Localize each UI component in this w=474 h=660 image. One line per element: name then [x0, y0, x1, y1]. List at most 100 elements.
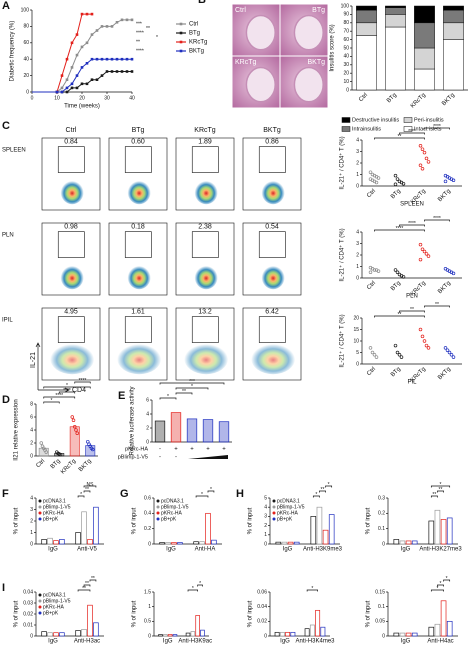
legend-label: Ctrl [189, 22, 198, 28]
bar [159, 542, 165, 545]
y-tick-label: 90 [343, 12, 349, 18]
gate-value: 0.54 [265, 223, 279, 230]
bar [195, 615, 200, 637]
data-point [443, 346, 448, 350]
series-marker [110, 25, 114, 28]
y-tick-label: 20 [343, 71, 349, 77]
bar-segment [385, 26, 406, 91]
dose-wedge [188, 455, 228, 459]
data-point [418, 327, 423, 332]
legend-marker [38, 517, 42, 521]
series-marker [120, 18, 124, 22]
bar [279, 631, 285, 637]
row-mark: + [206, 447, 210, 453]
y-tick-label: 3 [30, 507, 33, 513]
legend-marker [38, 605, 42, 609]
x-tick-label: Anti-H3K9ac [178, 639, 212, 645]
y-tick-label: 15 [353, 327, 359, 333]
data-point [424, 252, 429, 256]
gate-value: 0.86 [265, 138, 279, 145]
series-marker [70, 86, 74, 90]
y-tick-label: 3 [356, 241, 359, 247]
y-tick-label: 10 [343, 79, 349, 85]
bar [59, 539, 65, 545]
bar [309, 624, 315, 637]
sig-label: ** [91, 576, 95, 582]
series-marker [105, 25, 109, 28]
data-point [70, 415, 75, 419]
data-point [72, 425, 77, 429]
series-marker [80, 82, 84, 86]
sig-label: * [210, 487, 212, 493]
bar [167, 634, 173, 637]
legend-marker [156, 505, 160, 509]
series-line [32, 13, 92, 93]
x-tick-label: Anti-HA [195, 547, 216, 553]
y-tick-label: 4 [30, 495, 33, 501]
tile-label: Ctrl [235, 7, 246, 14]
sig-label: ** [435, 302, 439, 308]
y-tick-label: 40 [23, 57, 29, 63]
x-tick-label: 40 [129, 95, 135, 101]
series-marker [85, 62, 89, 65]
y-axis-label: % of input [366, 507, 372, 534]
series-marker [65, 86, 69, 90]
legend-label: pKRc-HA [277, 510, 299, 516]
axis-arrow [35, 342, 70, 393]
y-tick-label: 5 [264, 495, 267, 501]
sig-label: * [66, 383, 68, 389]
y-tick-label: 0.4 [144, 511, 151, 517]
y-tick-label: 2 [30, 440, 33, 446]
series-marker [55, 90, 59, 94]
sig-bracket [437, 490, 444, 493]
cell-cloud [60, 264, 84, 290]
x-tick-label: Ctrl [366, 366, 377, 377]
bar [53, 632, 59, 637]
legend-label: pB+pK [43, 610, 59, 616]
x-tick-label: BKTg [78, 458, 93, 473]
legend-label: pB+pK [43, 516, 59, 522]
sig-bracket [430, 589, 444, 592]
legend-label: pB+pK [277, 516, 293, 522]
x-axis-label: PIL [407, 380, 417, 386]
y-tick-label: 0.3 [378, 495, 385, 501]
sig-label: **** [396, 226, 404, 232]
gate [258, 316, 286, 343]
data-point [418, 163, 423, 168]
y-tick-label: 0 [146, 439, 149, 445]
sig-label: ** [85, 581, 89, 587]
series-marker [130, 70, 134, 73]
tile-label: BTg [312, 7, 325, 14]
bar [285, 631, 291, 637]
data-point [71, 418, 76, 423]
sig-label: ** [85, 487, 89, 493]
islet [245, 66, 276, 103]
y-tick-label: 5 [356, 350, 359, 356]
bar [440, 600, 447, 637]
legend-marker [156, 517, 160, 521]
y-tick-label: 100 [21, 7, 30, 13]
data-point [395, 270, 400, 275]
column-label: Ctrl [66, 127, 77, 134]
x-tick-label: Anti-H3K4me3 [295, 639, 335, 645]
row-label: PLN [2, 233, 14, 239]
legend-label: Intact islets [414, 126, 442, 132]
sig-label: **** [55, 393, 63, 399]
gate [191, 146, 219, 173]
legend-label: BKTg [189, 49, 204, 55]
y-axis-label: Il21 relative expression [14, 399, 20, 460]
legend-label: pKRc-HA [161, 510, 183, 516]
bar [322, 529, 329, 545]
bar [38, 447, 49, 457]
gate [258, 231, 286, 258]
sig-bracket [430, 485, 451, 488]
series-marker [105, 57, 109, 61]
y-axis-label: % of input [132, 600, 138, 627]
sig-bracket [374, 137, 425, 140]
bar-segment [385, 5, 406, 8]
sig-label: ** [410, 307, 414, 313]
x-tick-label: BTg [390, 188, 402, 200]
legend-marker [272, 517, 276, 521]
sig-bracket [443, 579, 451, 582]
sig-bracket [306, 589, 318, 592]
